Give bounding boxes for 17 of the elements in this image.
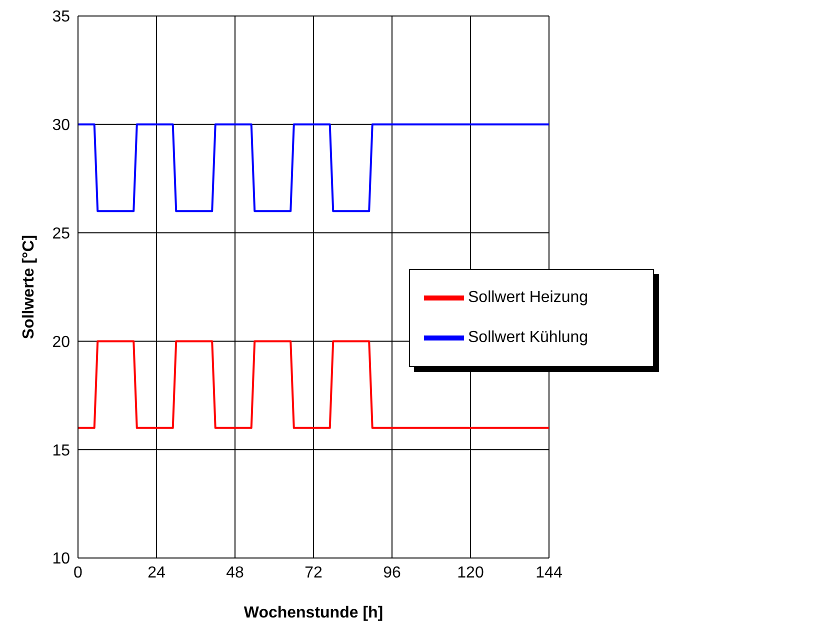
x-axis-title: Wochenstunde [h]: [244, 604, 384, 622]
x-tick-label: 0: [74, 564, 83, 582]
legend-label: Sollwert Kühlung: [468, 329, 588, 346]
x-tick-label: 48: [226, 564, 244, 582]
y-axis-title: Sollwerte [°C]: [20, 234, 38, 340]
y-tick-label: 10: [52, 550, 70, 568]
x-tick-label: 144: [536, 564, 562, 582]
x-tick-label: 72: [304, 564, 322, 582]
y-tick-label: 30: [52, 117, 70, 134]
y-tick-label: 25: [52, 225, 70, 242]
y-tick-label: 35: [52, 8, 70, 26]
y-tick-label: 20: [52, 334, 70, 351]
y-tick-label: 15: [52, 442, 70, 460]
x-tick-label: 24: [148, 564, 166, 582]
x-tick-label: 120: [457, 564, 484, 582]
x-tick-label: 96: [383, 564, 401, 582]
legend-label: Sollwert Heizung: [468, 289, 588, 306]
